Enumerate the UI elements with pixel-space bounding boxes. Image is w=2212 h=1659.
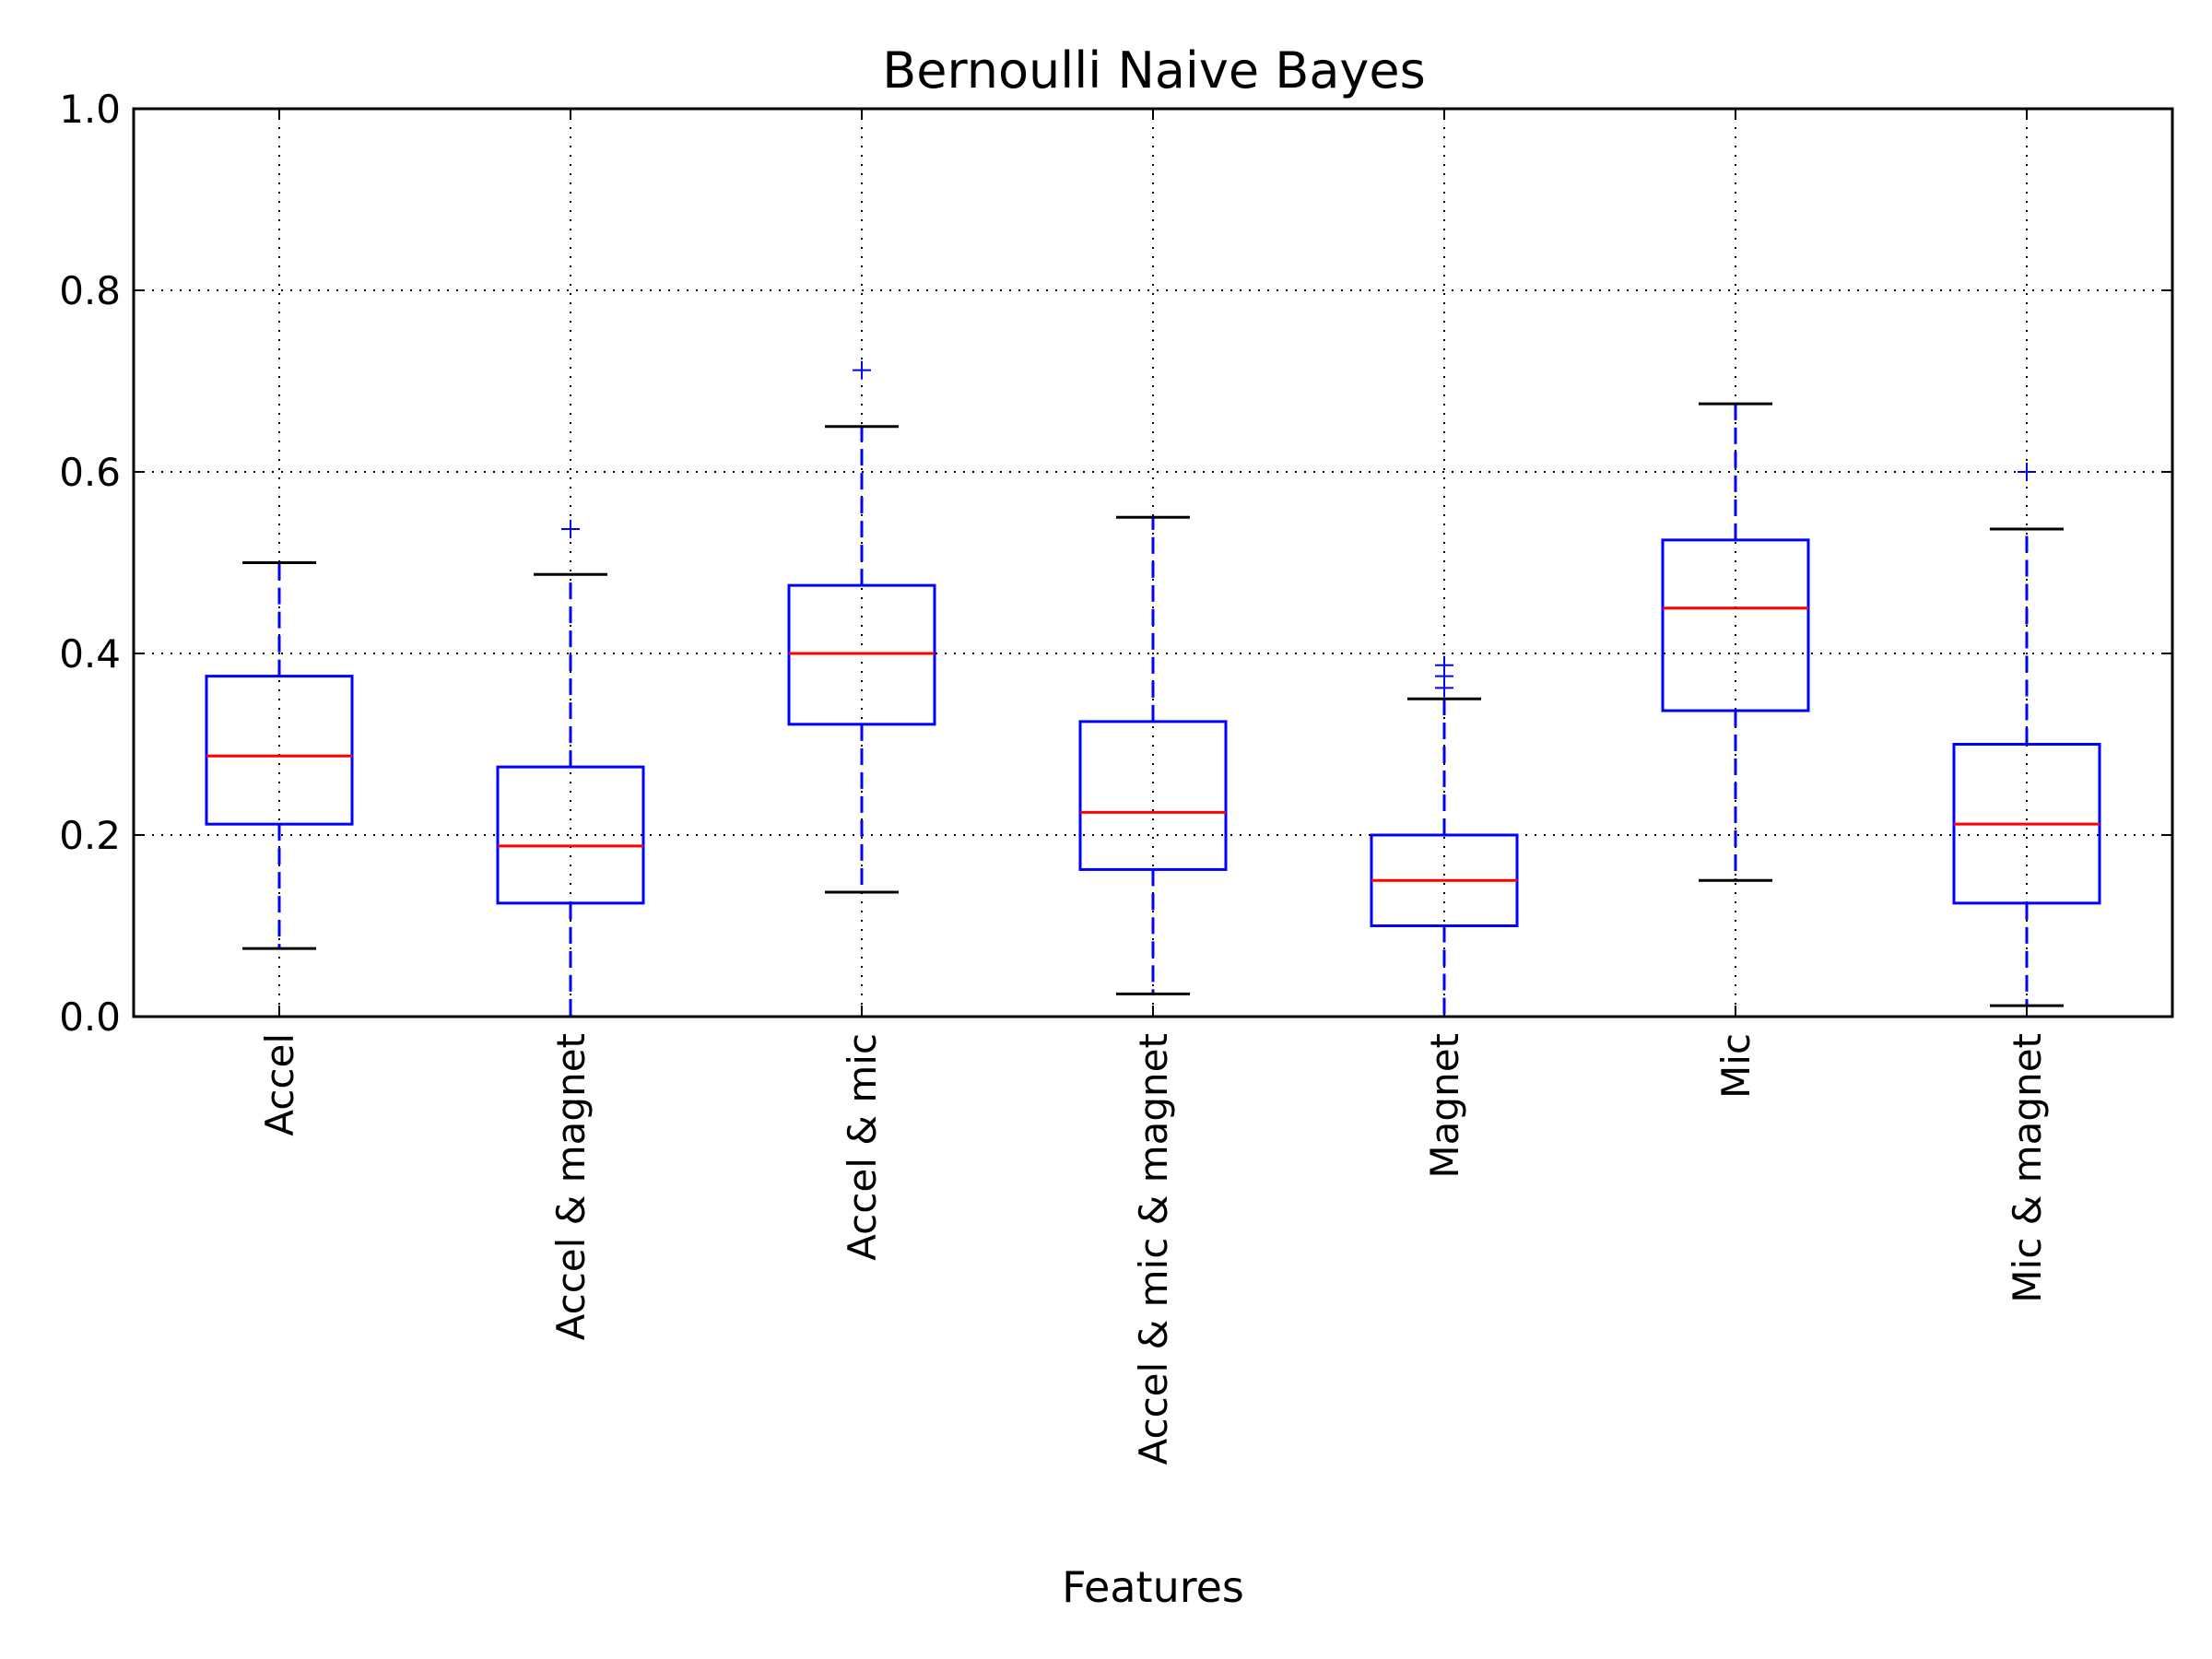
box-group — [205, 561, 354, 950]
x-axis-ticks: Accel Accel & magnet Accel & mic Accel & mi… — [257, 109, 2050, 1465]
x-tick-label: Magnet — [1422, 1033, 1467, 1179]
chart-title: Bernoulli Naive Bayes — [882, 41, 1425, 100]
plot-frame — [132, 107, 2174, 1018]
x-tick-label: Mic — [1713, 1033, 1759, 1099]
y-tick-label: 0.0 — [59, 994, 121, 1040]
y-tick-label: 0.4 — [59, 631, 121, 677]
box-group — [787, 360, 936, 894]
x-tick-label: Mic & magnet — [2005, 1033, 2050, 1303]
box-iqr — [496, 765, 645, 905]
box-series — [205, 360, 2101, 1018]
box-group — [1661, 402, 1810, 882]
box-group — [1952, 463, 2101, 1007]
x-tick-label: Accel & mic & magnet — [1131, 1033, 1176, 1465]
y-tick-label: 0.8 — [59, 268, 121, 313]
outlier-marker — [2018, 463, 2036, 481]
box-group — [496, 520, 645, 1018]
box-iqr — [205, 675, 354, 826]
x-tick-label: Accel — [257, 1033, 302, 1136]
outlier-marker — [561, 520, 580, 539]
box-iqr — [1078, 720, 1228, 871]
y-axis-ticks: 0.0 0.2 0.4 0.6 0.8 1.0 — [59, 87, 2172, 1040]
x-tick-label: Accel & mic — [840, 1033, 885, 1261]
y-tick-label: 0.6 — [59, 450, 121, 495]
outlier-marker — [853, 360, 871, 380]
box-iqr — [1661, 538, 1810, 712]
y-tick-label: 1.0 — [59, 87, 121, 132]
x-axis-label: Features — [1062, 1562, 1244, 1612]
box-group — [1078, 515, 1228, 995]
x-tick-label: Accel & magnet — [548, 1033, 594, 1340]
y-tick-label: 0.2 — [59, 813, 121, 858]
outlier-marker — [1435, 655, 1453, 675]
